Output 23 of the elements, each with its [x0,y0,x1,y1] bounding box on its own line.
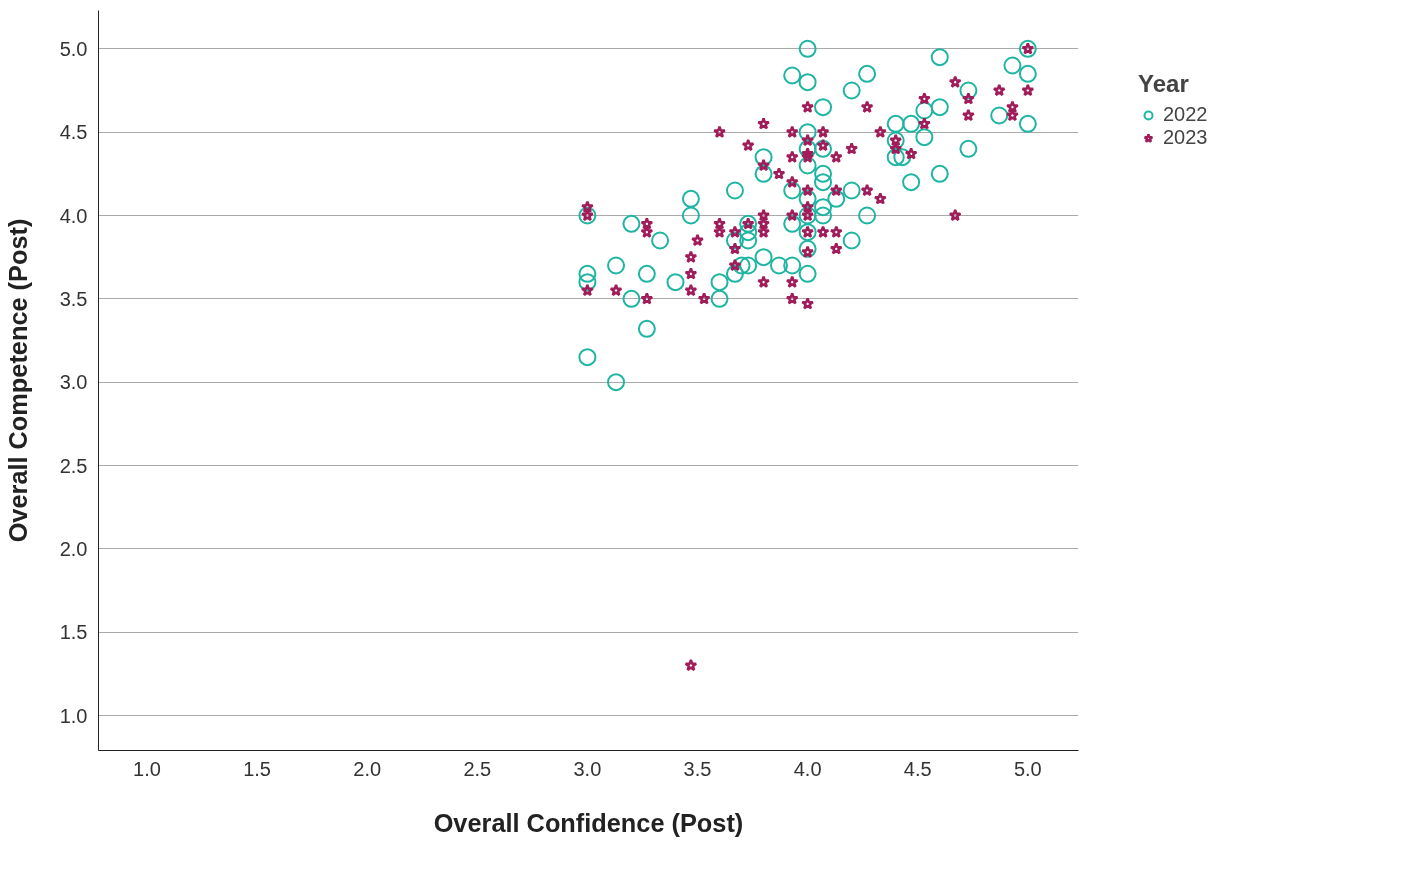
x-tick-label: 4.0 [793,757,822,780]
x-axis-title: Overall Confidence (Post) [433,808,744,837]
legend-title: Year [1138,70,1190,98]
x-tick-label: 1.5 [243,757,271,780]
y-axis-title: Overall Competence (Post) [3,218,32,543]
x-tick-label: 1.0 [133,757,161,780]
y-tick-label: 5.0 [59,37,88,60]
y-tick-label: 2.0 [59,537,88,560]
legend-label: 2022 [1163,103,1208,126]
x-tick-label: 5.0 [1013,757,1042,780]
x-tick-label: 4.5 [903,757,932,780]
y-tick-label: 2.5 [59,454,88,477]
y-tick-label: 3.5 [59,287,88,310]
y-tick-label: 1.5 [59,621,88,644]
y-tick-label: 4.0 [59,204,88,227]
y-tick-label: 4.5 [59,121,88,144]
x-tick-label: 2.0 [353,757,382,780]
legend-label: 2023 [1163,126,1208,149]
x-tick-label: 3.0 [573,757,602,780]
x-tick-label: 3.5 [683,757,712,780]
y-tick-label: 3.0 [59,371,88,394]
x-tick-label: 2.5 [463,757,492,780]
y-tick-label: 1.0 [59,704,88,727]
